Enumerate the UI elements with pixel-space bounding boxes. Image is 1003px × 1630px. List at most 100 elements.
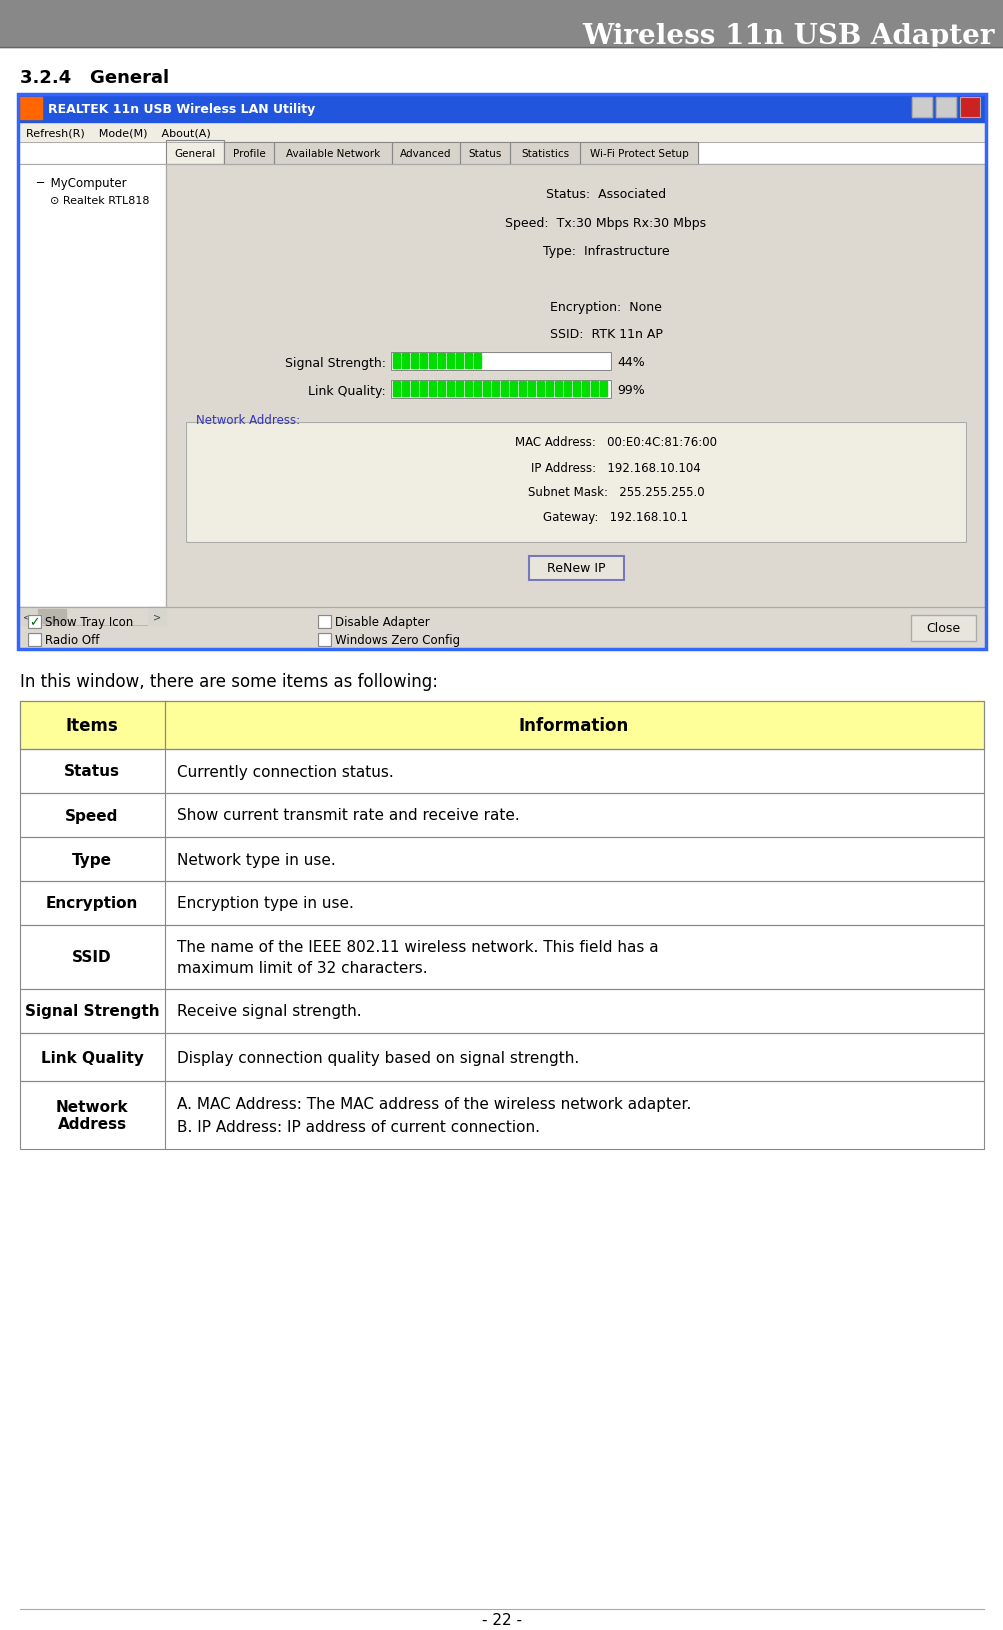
Bar: [165, 165, 985, 608]
Text: Currently connection status.: Currently connection status.: [177, 764, 393, 779]
Bar: [391, 143, 459, 165]
Bar: [392, 381, 399, 396]
Bar: [482, 381, 489, 396]
Text: Items: Items: [65, 717, 118, 735]
Bar: [455, 381, 462, 396]
Bar: [20, 98, 42, 121]
Text: ReNew IP: ReNew IP: [547, 562, 605, 575]
Bar: [401, 381, 408, 396]
Bar: [510, 381, 517, 396]
Text: Network type in use.: Network type in use.: [177, 852, 335, 867]
Text: The name of the IEEE 802.11 wireless network. This field has a: The name of the IEEE 802.11 wireless net…: [177, 939, 658, 954]
Bar: [18, 122, 985, 143]
Text: SSID: SSID: [72, 950, 111, 965]
Bar: [147, 608, 165, 626]
Text: Advanced: Advanced: [400, 148, 451, 158]
Bar: [500, 381, 508, 396]
Bar: [459, 143, 510, 165]
Bar: [546, 381, 553, 396]
Bar: [390, 381, 611, 399]
Bar: [28, 616, 41, 629]
Text: Encryption type in use.: Encryption type in use.: [177, 897, 353, 911]
Text: In this window, there are some items as following:: In this window, there are some items as …: [20, 673, 437, 691]
Bar: [18, 608, 165, 626]
Bar: [580, 143, 697, 165]
Text: - 22 -: - 22 -: [481, 1612, 522, 1627]
Bar: [20, 1081, 983, 1149]
Bar: [911, 98, 931, 117]
Bar: [564, 381, 571, 396]
Bar: [510, 143, 580, 165]
Text: Signal Strength: Signal Strength: [25, 1004, 159, 1019]
Text: Available Network: Available Network: [286, 148, 380, 158]
Bar: [0, 0, 1003, 47]
Text: ✓: ✓: [29, 616, 40, 629]
Text: 3.2.4   General: 3.2.4 General: [20, 68, 169, 86]
Text: IP Address:   192.168.10.104: IP Address: 192.168.10.104: [531, 461, 700, 474]
Bar: [464, 381, 471, 396]
Bar: [18, 165, 165, 608]
Bar: [437, 354, 444, 368]
Bar: [224, 143, 274, 165]
Bar: [959, 98, 979, 117]
Bar: [20, 838, 983, 882]
Bar: [165, 140, 224, 165]
Bar: [165, 165, 985, 608]
Bar: [392, 354, 399, 368]
Bar: [390, 352, 611, 370]
Text: 44%: 44%: [617, 357, 644, 370]
Bar: [20, 838, 983, 882]
Bar: [419, 354, 426, 368]
Bar: [28, 634, 41, 647]
Bar: [935, 98, 955, 117]
Text: Type: Type: [72, 852, 112, 867]
Bar: [510, 143, 580, 165]
Text: Refresh(R)    Mode(M)    About(A): Refresh(R) Mode(M) About(A): [26, 127, 211, 139]
Text: ─  MyComputer: ─ MyComputer: [36, 176, 126, 189]
Text: Close: Close: [925, 623, 959, 636]
Text: Encryption: Encryption: [46, 897, 138, 911]
Bar: [390, 352, 611, 370]
Text: Profile: Profile: [233, 148, 265, 158]
Text: A. MAC Address: The MAC address of the wireless network adapter.: A. MAC Address: The MAC address of the w…: [177, 1097, 691, 1112]
Bar: [20, 794, 983, 838]
Bar: [473, 381, 480, 396]
Bar: [528, 381, 535, 396]
Bar: [18, 95, 985, 650]
Bar: [537, 381, 544, 396]
Text: Network Address:: Network Address:: [196, 414, 300, 425]
Bar: [20, 701, 983, 750]
Bar: [18, 165, 985, 650]
Text: Encryption:  None: Encryption: None: [550, 300, 661, 313]
Bar: [428, 354, 435, 368]
Bar: [391, 143, 459, 165]
Bar: [437, 381, 444, 396]
Bar: [20, 1033, 983, 1081]
Text: Status:  Associated: Status: Associated: [546, 189, 665, 202]
Text: Speed:  Tx:30 Mbps Rx:30 Mbps: Speed: Tx:30 Mbps Rx:30 Mbps: [505, 217, 706, 230]
Bar: [591, 381, 598, 396]
Bar: [390, 381, 611, 399]
Text: Gateway:   192.168.10.1: Gateway: 192.168.10.1: [543, 512, 688, 525]
Bar: [18, 608, 36, 626]
Bar: [186, 422, 965, 543]
Bar: [459, 143, 510, 165]
Text: Link Quality:: Link Quality:: [308, 385, 385, 398]
Bar: [186, 422, 965, 543]
Bar: [20, 926, 983, 989]
Text: General: General: [175, 148, 216, 158]
Text: 99%: 99%: [617, 385, 644, 398]
Bar: [455, 354, 462, 368]
Bar: [318, 616, 331, 629]
Text: Windows Zero Config: Windows Zero Config: [335, 634, 459, 647]
Text: Wi-Fi Protect Setup: Wi-Fi Protect Setup: [589, 148, 688, 158]
Text: Network
Address: Network Address: [55, 1099, 128, 1131]
Bar: [910, 616, 975, 642]
Text: Status: Status: [64, 764, 120, 779]
Bar: [473, 354, 480, 368]
Bar: [464, 354, 471, 368]
Bar: [18, 165, 165, 608]
Bar: [18, 95, 985, 122]
Bar: [318, 616, 331, 629]
Bar: [555, 381, 562, 396]
